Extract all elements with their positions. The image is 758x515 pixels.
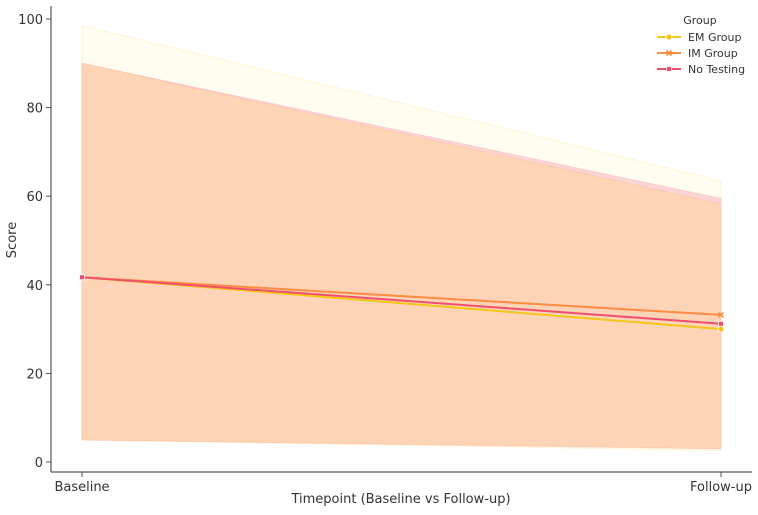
series-line-no-testing	[81, 276, 722, 325]
data-point-im-group	[717, 311, 725, 318]
legend: Group EM Group IM Group No Testing	[657, 14, 745, 76]
legend-title: Group	[683, 14, 717, 27]
x-tick-label: Baseline	[54, 480, 109, 495]
legend-marker-em-group	[665, 33, 673, 41]
data-point-no-testing	[718, 320, 724, 327]
confidence-bands	[81, 25, 722, 451]
legend-label-im-group: IM Group	[688, 47, 738, 60]
legend-marker-no-testing	[666, 66, 672, 72]
y-tick-label: 40	[26, 279, 43, 294]
x-axis-label: Timepoint (Baseline vs Follow-up)	[290, 492, 510, 507]
y-axis-label: Score	[5, 222, 20, 258]
y-tick-label: 80	[26, 102, 43, 117]
legend-label-no-testing: No Testing	[688, 63, 745, 76]
series-line-im-group	[81, 276, 722, 316]
data-point-em-group	[717, 325, 725, 333]
y-tick-label: 60	[26, 190, 43, 205]
y-tick-label: 100	[18, 13, 43, 28]
legend-label-em-group: EM Group	[688, 31, 741, 44]
band-im-group	[81, 62, 722, 450]
x-tick-label: Follow-up	[690, 480, 752, 495]
legend-marker-im-group	[665, 49, 673, 57]
data-point-no-testing	[79, 274, 85, 281]
axes: 0 20 40 60 80 100 Baseline Follow-up	[18, 6, 752, 495]
series-lines	[78, 273, 725, 333]
y-tick-label: 20	[26, 367, 43, 382]
y-tick-label: 0	[35, 456, 43, 471]
